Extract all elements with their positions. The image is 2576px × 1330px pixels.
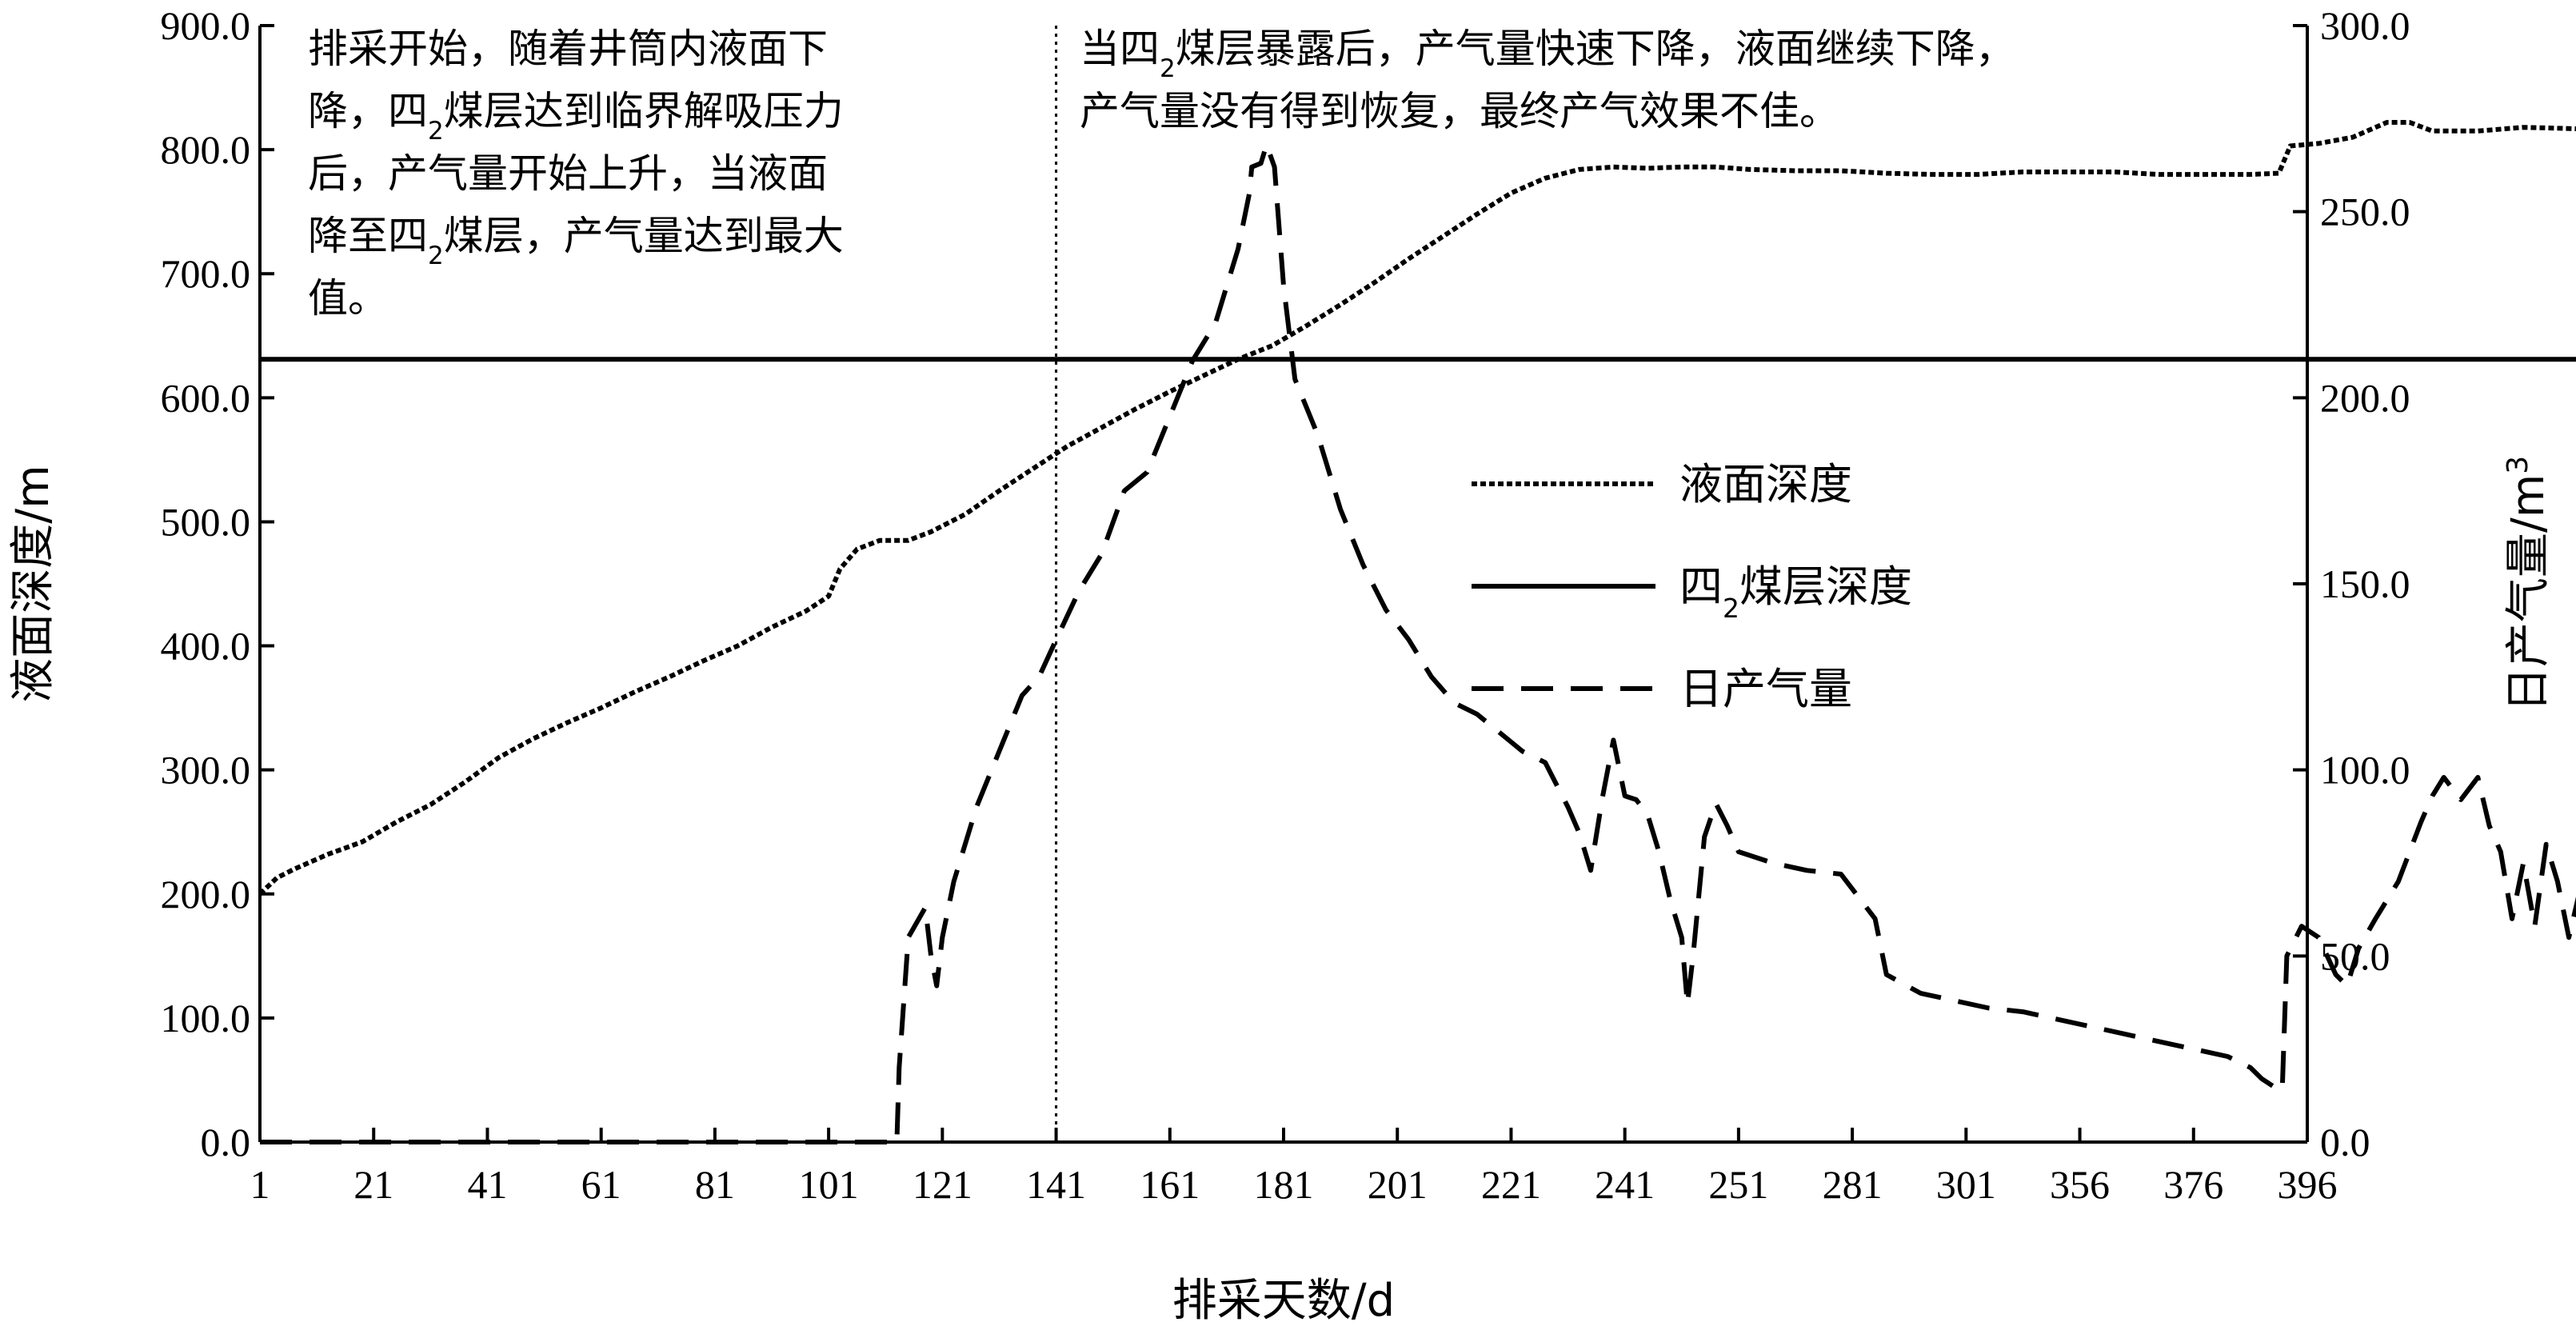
- text-layer: 0.0 100.0 200.0 300.0 400.0 500.0 600.0 700.0 80…: [7, 3, 2554, 1327]
- y-left-axis-title: 液面深度/m: [7, 465, 59, 702]
- x-tick-label: 21: [353, 1162, 393, 1207]
- y-right-axis-title-sup: 3: [2502, 456, 2534, 474]
- legend-label-0: 液面深度: [1679, 459, 1852, 509]
- annotation-left-line: 排采开始，随着井筒内液面下: [308, 26, 828, 72]
- legend-label-1: 四2煤层深度: [1679, 561, 1912, 624]
- y-left-tick-label: 900.0: [161, 3, 251, 48]
- x-tick-label: 221: [1481, 1162, 1541, 1207]
- y-right-tick-label: 300.0: [2320, 3, 2410, 48]
- x-tick-label: 1: [250, 1162, 270, 1207]
- x-tick-label: 41: [467, 1162, 507, 1207]
- x-tick-label: 301: [1936, 1162, 1996, 1207]
- annotation-left-line: 降至四2煤层，产气量达到最大: [308, 213, 844, 270]
- y-right-tick-label: 200.0: [2320, 375, 2410, 420]
- x-tick-label: 281: [1823, 1162, 1883, 1207]
- y-right-tick-label: 0.0: [2320, 1120, 2370, 1164]
- annotation-left-line: 后，产气量开始上升，当液面: [308, 150, 828, 197]
- x-tick-label: 141: [1026, 1162, 1086, 1207]
- y-right-tick-label: 100.0: [2320, 748, 2410, 793]
- x-tick-label: 161: [1140, 1162, 1200, 1207]
- annotation-right-line: 当四2煤层暴露后，产气量快速下降，液面继续下降，: [1080, 26, 2015, 83]
- y-right-tick-label: 150.0: [2320, 561, 2410, 606]
- y-left-tick-label: 0.0: [201, 1120, 251, 1164]
- annotation-left-line: 降，四2煤层达到临界解吸压力: [308, 88, 844, 146]
- y-left-tick-label: 500.0: [161, 499, 251, 544]
- series-layer: [258, 120, 2576, 1144]
- series-line-0: [258, 120, 2576, 896]
- x-tick-label: 201: [1368, 1162, 1428, 1207]
- y-left-tick-label: 200.0: [161, 872, 251, 917]
- y-right-tick-label: 50.0: [2320, 933, 2390, 978]
- x-tick-label: 396: [2278, 1162, 2338, 1207]
- y-left-tick-label: 800.0: [161, 127, 251, 172]
- y-left-tick-label: 400.0: [161, 624, 251, 669]
- x-tick-label: 61: [581, 1162, 621, 1207]
- x-tick-label: 81: [695, 1162, 735, 1207]
- annotation-right-line: 产气量没有得到恢复，最终产气效果不佳。: [1080, 88, 1839, 134]
- x-tick-label: 181: [1254, 1162, 1314, 1207]
- y-right-axis-title-main: 日产气量/m: [2502, 474, 2554, 712]
- x-tick-label: 121: [913, 1162, 972, 1207]
- x-tick-label: 241: [1595, 1162, 1655, 1207]
- y-right-axis-title: 日产气量/m3: [2502, 456, 2555, 712]
- y-left-tick-label: 100.0: [161, 996, 251, 1040]
- annotation-left-line: 值。: [308, 275, 388, 322]
- x-tick-label: 101: [799, 1162, 859, 1207]
- y-left-tick-label: 700.0: [161, 251, 251, 296]
- x-tick-label: 251: [1708, 1162, 1768, 1207]
- y-left-tick-label: 600.0: [161, 375, 251, 420]
- axes-layer: [258, 24, 2309, 1144]
- y-right-tick-label: 250.0: [2320, 190, 2410, 234]
- x-axis-title: 排采天数/d: [1172, 1275, 1395, 1327]
- x-tick-label: 356: [2050, 1162, 2110, 1207]
- legend-label-2: 日产气量: [1679, 664, 1852, 714]
- x-tick-label: 376: [2163, 1162, 2223, 1207]
- y-left-tick-label: 300.0: [161, 748, 251, 793]
- series-line-2: [260, 142, 2576, 1144]
